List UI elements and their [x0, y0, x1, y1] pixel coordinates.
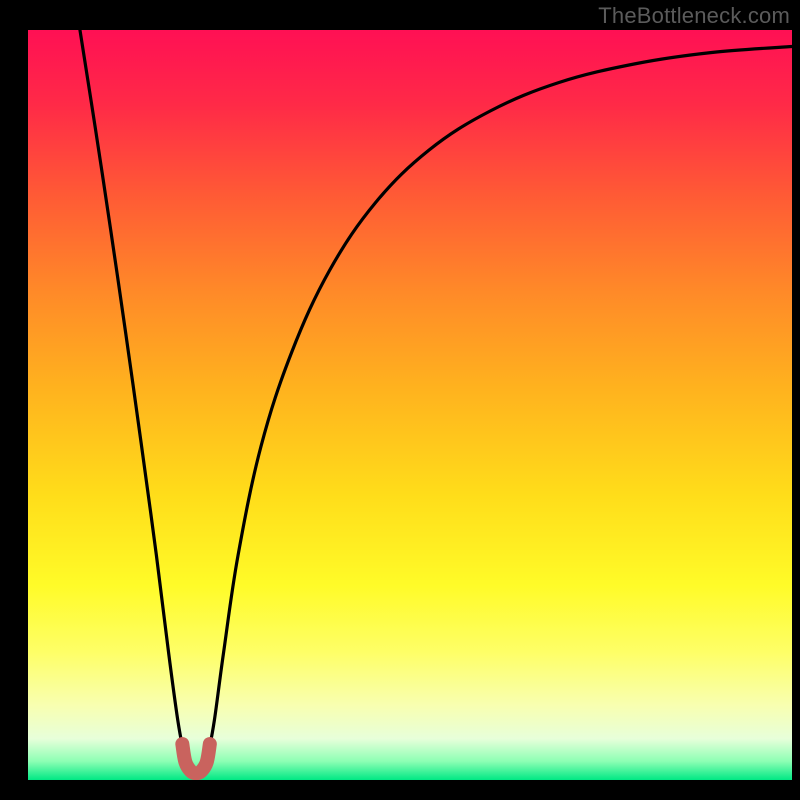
- watermark-text: TheBottleneck.com: [598, 3, 790, 29]
- dip-marker: [182, 744, 210, 773]
- bottleneck-curve: [80, 30, 792, 754]
- chart-svg: [28, 30, 792, 780]
- plot-area: [28, 30, 792, 780]
